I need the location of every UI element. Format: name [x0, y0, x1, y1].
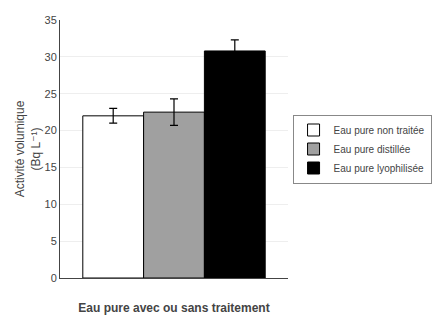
svg-text:Eau pure distillée: Eau pure distillée: [334, 144, 411, 155]
svg-text:0: 0: [51, 272, 57, 284]
svg-text:Activité volumique(Bq L⁻¹): Activité volumique(Bq L⁻¹): [13, 100, 43, 197]
svg-text:Eau pure avec ou sans traiteme: Eau pure avec ou sans traitement: [78, 301, 269, 315]
svg-text:25: 25: [45, 88, 57, 100]
svg-text:Eau pure lyophilisée: Eau pure lyophilisée: [334, 163, 424, 174]
svg-text:10: 10: [45, 198, 57, 210]
svg-text:35: 35: [45, 14, 57, 26]
svg-text:30: 30: [45, 51, 57, 63]
svg-text:15: 15: [45, 161, 57, 173]
svg-text:20: 20: [45, 124, 57, 136]
svg-text:5: 5: [51, 235, 57, 247]
svg-text:Eau pure non traitée: Eau pure non traitée: [334, 125, 425, 136]
